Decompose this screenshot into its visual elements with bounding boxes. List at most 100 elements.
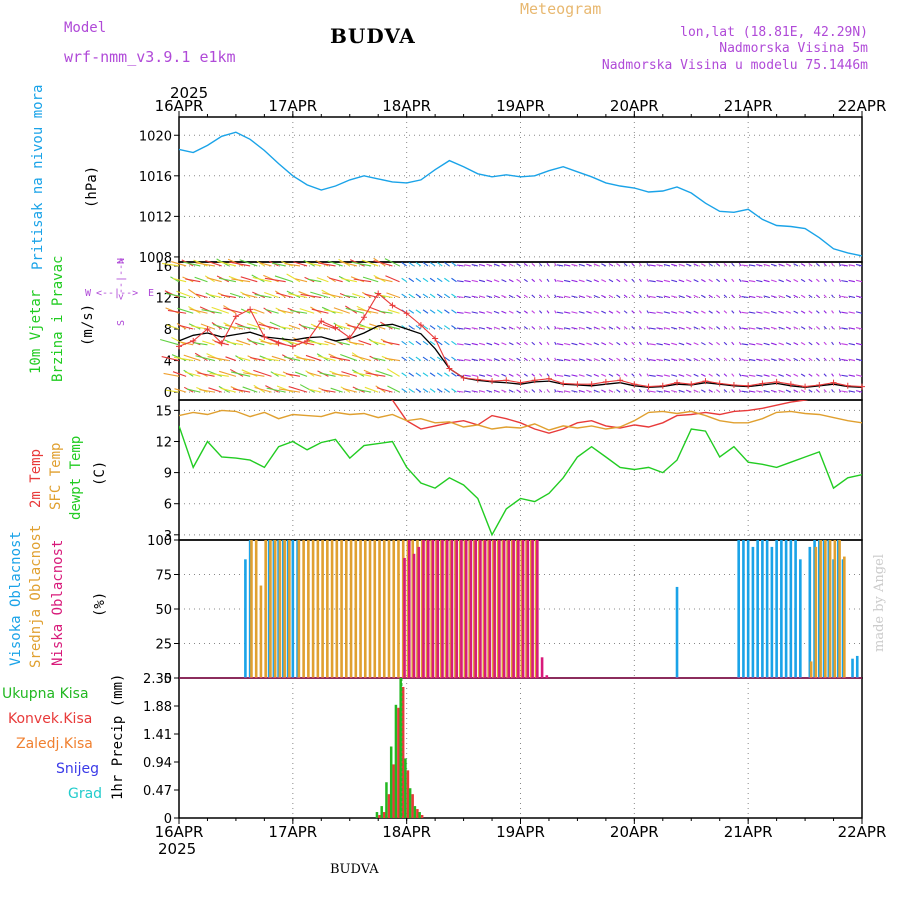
wind-arrow bbox=[800, 389, 806, 393]
wind-arrow bbox=[294, 371, 308, 377]
wind-arrow bbox=[586, 373, 592, 377]
wind-gust-point bbox=[289, 343, 296, 350]
wind-arrow bbox=[493, 326, 500, 330]
wind-arrow bbox=[538, 389, 543, 393]
wind-arrow bbox=[649, 374, 656, 377]
wind-arrow bbox=[823, 357, 827, 361]
wind-arrow bbox=[793, 310, 799, 314]
xtick-label-top: 20APR bbox=[610, 97, 659, 115]
mid-cloud-bar bbox=[326, 540, 329, 678]
wind-arrow bbox=[616, 373, 621, 377]
wind-gust-point bbox=[830, 379, 837, 386]
low-cloud-bar bbox=[474, 540, 477, 678]
wind-arrow bbox=[364, 386, 379, 393]
wind-arrow bbox=[523, 278, 528, 283]
wind-arrow bbox=[578, 295, 585, 299]
wind-arrow bbox=[741, 374, 749, 377]
high-cloud-bar bbox=[784, 540, 788, 678]
wind-arrow bbox=[408, 356, 415, 362]
wind-arrow bbox=[401, 262, 407, 267]
wind-arrow bbox=[290, 310, 308, 314]
wind-arrow bbox=[793, 342, 799, 346]
year-bottom: 2025 bbox=[158, 840, 197, 858]
wind-arrow bbox=[311, 308, 329, 314]
wind-arrow bbox=[353, 278, 372, 283]
wind-gust-point bbox=[360, 314, 367, 321]
wind-arrow bbox=[823, 326, 827, 330]
wind-arrow bbox=[415, 372, 422, 377]
high-cloud-bar bbox=[770, 546, 774, 678]
wind-arrow bbox=[693, 310, 699, 314]
wind-arrow bbox=[663, 311, 671, 314]
wind-arrow bbox=[800, 342, 806, 346]
wind-gust-point bbox=[602, 378, 609, 385]
wind-arrow bbox=[436, 372, 443, 377]
panel-pressure bbox=[174, 116, 863, 263]
wind-arrow bbox=[307, 278, 322, 283]
wind-arrow bbox=[464, 280, 471, 283]
mid-cloud-bar bbox=[254, 540, 258, 678]
low-cloud-bar bbox=[450, 540, 454, 678]
low-cloud-bar bbox=[493, 540, 496, 678]
wind-arrow bbox=[785, 310, 792, 314]
wind-gust-point bbox=[375, 290, 382, 297]
wind-arrow bbox=[386, 292, 400, 299]
wind-gust-point bbox=[859, 383, 865, 390]
mid-cloud-bar bbox=[368, 540, 372, 678]
wind-arrow bbox=[224, 324, 244, 330]
wind-gust-point bbox=[802, 383, 809, 390]
wind-arrow bbox=[343, 294, 357, 299]
high-cloud-bar bbox=[675, 586, 679, 678]
mid-cloud-bar bbox=[529, 540, 533, 678]
wind-arrow bbox=[358, 339, 372, 346]
low-cloud-bar bbox=[464, 540, 468, 678]
wind-arrow bbox=[800, 373, 806, 377]
wind-arrow bbox=[415, 325, 422, 330]
low-cloud-bar bbox=[488, 540, 492, 678]
wind-arrow bbox=[608, 263, 614, 267]
wind-arrow bbox=[319, 372, 336, 377]
wind-arrow bbox=[855, 390, 863, 393]
wind-arrow bbox=[264, 277, 286, 283]
mid-cloud-bar bbox=[525, 540, 528, 678]
mid-cloud-bar bbox=[843, 556, 846, 678]
wind-arrow bbox=[823, 310, 827, 314]
wind-gust-point bbox=[346, 334, 353, 341]
wind-arrow bbox=[678, 310, 685, 314]
wind-arrow bbox=[800, 278, 806, 283]
mid-cloud-bar bbox=[439, 540, 443, 678]
lonlat-label: lon,lat (18.81E, 42.29N) bbox=[680, 25, 868, 40]
wind-arrow bbox=[307, 371, 322, 377]
wind-arrow bbox=[656, 374, 663, 377]
high-cloud-bar bbox=[244, 559, 247, 678]
wind-arrow bbox=[250, 357, 265, 362]
wind-arrow bbox=[838, 326, 842, 330]
wind-arrow bbox=[554, 357, 557, 361]
wind-arrow bbox=[166, 324, 180, 330]
wind-arrow bbox=[808, 278, 813, 283]
wind-arrow bbox=[731, 373, 735, 377]
wind-arrow bbox=[177, 307, 194, 314]
wind-arrow bbox=[415, 293, 422, 298]
wind-compass-west: W bbox=[85, 288, 92, 299]
wind-arrow bbox=[451, 325, 457, 330]
wind-arrow bbox=[678, 374, 685, 377]
xtick-label-top: 18APR bbox=[382, 97, 431, 115]
wind-arrow bbox=[341, 371, 358, 377]
wind-arrow bbox=[763, 311, 770, 314]
wind-compass-arrow-h: <--|--> bbox=[96, 288, 139, 299]
wind-arrow bbox=[301, 325, 315, 330]
wind-arrow bbox=[763, 295, 770, 299]
wind-arrow bbox=[341, 277, 357, 283]
wind-arrow bbox=[646, 326, 650, 330]
wind-arrow bbox=[294, 339, 315, 346]
wind-arrow bbox=[616, 389, 621, 393]
wind-arrow bbox=[408, 293, 415, 298]
wind-arrow bbox=[663, 295, 671, 299]
ytick-label-temperature: 6 bbox=[164, 498, 172, 513]
wind-arrow bbox=[436, 262, 443, 267]
wind-arrow bbox=[444, 277, 450, 283]
wind-gust-point bbox=[645, 383, 652, 390]
wind-arrow bbox=[823, 389, 827, 393]
legend-total: Ukupna Kisa bbox=[2, 686, 89, 702]
